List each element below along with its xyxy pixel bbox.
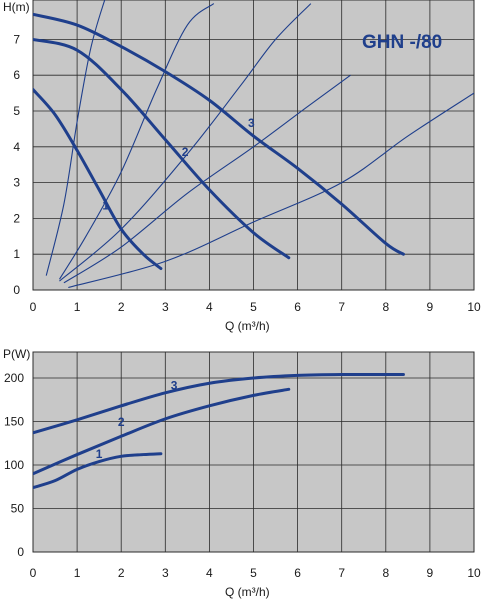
x-tick-label: 10 bbox=[467, 566, 481, 580]
system-curve-4 bbox=[63, 74, 351, 284]
x-tick-label: 2 bbox=[118, 300, 125, 314]
y-tick-label: 3 bbox=[13, 176, 20, 190]
power-axis-label: P(W) bbox=[3, 347, 30, 361]
x-tick-label: 5 bbox=[250, 566, 257, 580]
chart-title: GHN -/80 bbox=[362, 32, 442, 53]
x-tick-label: 3 bbox=[162, 300, 169, 314]
y-tick-label: 0 bbox=[13, 283, 20, 297]
pump-curve-2 bbox=[33, 37, 291, 260]
pump-curve-1 bbox=[33, 452, 163, 490]
y-tick-label: 100 bbox=[4, 458, 24, 472]
x-tick-label: 7 bbox=[338, 566, 345, 580]
system-curve-2 bbox=[58, 3, 215, 280]
x-tick-label: 9 bbox=[427, 300, 434, 314]
y-tick-label: 5 bbox=[13, 104, 20, 118]
x-tick-label: 0 bbox=[30, 566, 37, 580]
y-tick-label: 200 bbox=[4, 371, 24, 385]
y-tick-label: 150 bbox=[4, 415, 24, 429]
head-pump-curves bbox=[33, 12, 405, 271]
x-tick-label: 4 bbox=[206, 300, 213, 314]
head-curve-labels: 1 2 3 bbox=[102, 116, 255, 212]
curve-label-3: 3 bbox=[171, 378, 178, 392]
curve-label-2: 2 bbox=[182, 145, 189, 159]
curve-label-2: 2 bbox=[118, 415, 125, 429]
y-tick-label: 7 bbox=[13, 32, 20, 46]
power-x-tick-labels: 0 1 2 3 4 5 6 7 8 9 10 bbox=[30, 566, 481, 580]
x-tick-label: 10 bbox=[467, 300, 481, 314]
pump-curve-3 bbox=[33, 372, 405, 435]
system-curve-1 bbox=[45, 0, 106, 276]
head-y-tick-labels: 0 1 2 3 4 5 6 7 bbox=[13, 32, 20, 297]
head-x-tick-labels: 0 1 2 3 4 5 6 7 8 9 10 bbox=[30, 300, 481, 314]
system-curve-5 bbox=[68, 92, 474, 289]
head-grid bbox=[32, 0, 475, 291]
x-tick-label: 2 bbox=[118, 566, 125, 580]
x-tick-label: 1 bbox=[74, 566, 81, 580]
x-tick-label: 3 bbox=[162, 566, 169, 580]
x-tick-label: 8 bbox=[382, 300, 389, 314]
y-tick-label: 1 bbox=[13, 247, 20, 261]
y-tick-label: 4 bbox=[13, 140, 20, 154]
pump-curve-1 bbox=[33, 88, 163, 271]
x-tick-label: 9 bbox=[427, 566, 434, 580]
x-tick-label: 0 bbox=[30, 300, 37, 314]
head-system-curves bbox=[45, 0, 474, 289]
curve-label-1: 1 bbox=[96, 447, 103, 461]
y-tick-label: 50 bbox=[11, 502, 25, 516]
pump-curve-3 bbox=[33, 12, 405, 256]
system-curve-3 bbox=[59, 3, 312, 282]
power-y-tick-labels: 0 50 100 150 200 bbox=[4, 371, 24, 559]
pump-curve-2 bbox=[33, 387, 291, 476]
x-tick-label: 6 bbox=[294, 300, 301, 314]
x-tick-label: 7 bbox=[338, 300, 345, 314]
x-tick-label: 6 bbox=[294, 566, 301, 580]
head-axis-label: H(m) bbox=[3, 0, 30, 14]
power-pump-curves bbox=[33, 372, 405, 490]
curve-label-1: 1 bbox=[102, 198, 109, 212]
x-tick-label: 8 bbox=[382, 566, 389, 580]
curve-label-3: 3 bbox=[248, 116, 255, 130]
power-x-axis-label: Q (m³/h) bbox=[225, 585, 270, 599]
y-tick-label: 0 bbox=[17, 545, 24, 559]
power-flow-chart: 0 1 2 3 4 5 6 7 8 9 10 0 50 100 150 200 1 2 3 P(W) Q (m³… bbox=[3, 347, 481, 599]
y-tick-label: 6 bbox=[13, 68, 20, 82]
head-x-axis-label: Q (m³/h) bbox=[225, 319, 270, 333]
power-grid bbox=[32, 352, 475, 553]
power-curve-labels: 1 2 3 bbox=[96, 378, 178, 461]
x-tick-label: 4 bbox=[206, 566, 213, 580]
x-tick-label: 5 bbox=[250, 300, 257, 314]
x-tick-label: 1 bbox=[74, 300, 81, 314]
y-tick-label: 2 bbox=[13, 211, 20, 225]
